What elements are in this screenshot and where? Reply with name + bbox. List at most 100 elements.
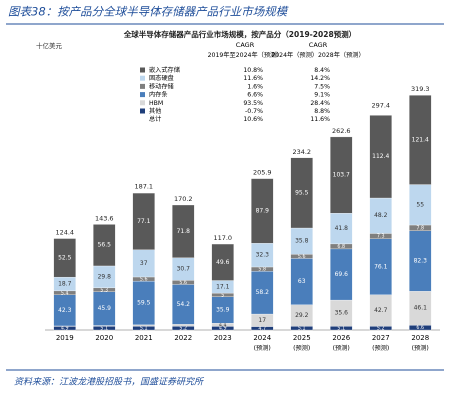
segment-label: 48.2	[374, 212, 388, 219]
segment-label: 52.5	[58, 254, 72, 261]
segment-label: 6.6	[416, 325, 424, 331]
legend-swatch	[140, 109, 145, 114]
segment-label: 55	[416, 201, 424, 208]
segment-label: 103.7	[333, 172, 350, 179]
cagr-value: 14.2%	[310, 75, 330, 82]
legend-label: 其他	[149, 107, 161, 115]
x-tick-label: 2022	[174, 334, 192, 342]
segment-label: 87.9	[256, 207, 270, 214]
total-label: 234.2	[292, 148, 311, 156]
segment-label: 35.8	[295, 238, 309, 245]
legend-swatch	[140, 92, 145, 97]
cagr-value: 7.5%	[314, 83, 330, 90]
segment-label: 5	[221, 292, 224, 298]
segment-label: 69.6	[335, 271, 349, 278]
bar-segment	[133, 325, 155, 326]
total-label: 143.6	[95, 214, 114, 222]
chart-title: 全球半导体存储器产品行业市场规模，按产品分（2019-2028预测）	[123, 29, 356, 39]
segment-label: 5.2	[377, 326, 385, 332]
legend-label: 总计	[149, 115, 161, 123]
segment-label: 42.3	[58, 307, 72, 314]
total-label: 170.2	[174, 195, 193, 203]
segment-label: 5.3	[100, 287, 108, 293]
segment-label: 59.5	[137, 299, 151, 306]
segment-label: 63	[298, 278, 306, 285]
x-sub-label: (预测)	[333, 344, 350, 352]
total-label: 205.9	[253, 169, 272, 177]
legend-label: 移动存储	[149, 82, 174, 90]
x-tick-label: 2021	[135, 334, 153, 342]
x-tick-label: 2028	[411, 334, 429, 342]
cagr-title: CAGR	[236, 41, 255, 49]
unit: 十亿美元	[36, 41, 63, 50]
source: 资料来源：江波龙港股招股书，国盛证券研究所	[14, 377, 205, 388]
cagr-value: 10.6%	[243, 116, 263, 123]
total-label: 124.4	[55, 229, 74, 237]
legend-label: HBM	[149, 100, 163, 107]
cagr-header: 2024年（预测）2028年（预测）	[271, 51, 364, 59]
segment-label: 42.7	[374, 307, 388, 314]
segment-label: 54.2	[177, 301, 191, 308]
cagr-value: 28.4%	[310, 100, 330, 107]
total-label: 319.3	[411, 85, 430, 93]
x-sub-label: (预测)	[412, 344, 429, 352]
segment-label: 121.4	[412, 136, 429, 143]
segment-label: 35.9	[216, 306, 230, 313]
cagr-value: -0.7%	[245, 108, 263, 115]
segment-label: 5.1	[337, 326, 345, 332]
segment-label: 76.1	[374, 263, 388, 270]
legend-swatch	[140, 100, 145, 105]
cagr-value: 10.8%	[243, 67, 263, 74]
segment-label: 7.8	[416, 225, 424, 231]
segment-label: 5.8	[258, 267, 266, 273]
segment-label: 17	[258, 317, 266, 324]
total-label: 297.4	[371, 101, 390, 109]
total-label: 262.6	[332, 127, 351, 135]
segment-label: 5.6	[179, 280, 187, 286]
segment-label: 5.6	[140, 277, 148, 283]
x-tick-label: 2026	[332, 334, 350, 342]
segment-label: 82.3	[414, 257, 428, 264]
cagr-value: 9.1%	[314, 92, 330, 99]
cagr-value: 1.6%	[247, 83, 263, 90]
x-tick-label: 2020	[95, 334, 113, 342]
segment-label: 77.1	[137, 218, 151, 225]
segment-label: 5.1	[298, 326, 306, 332]
cagr-value: 6.6%	[247, 92, 263, 99]
segment-label: 17.1	[216, 283, 230, 290]
total-label: 187.1	[134, 182, 153, 190]
segment-label: 71.8	[177, 228, 191, 235]
total-label: 117.0	[213, 234, 232, 242]
legend-label: 嵌入式存储	[149, 66, 180, 74]
legend-swatch	[140, 84, 145, 89]
segment-label: 56.5	[98, 242, 112, 249]
segment-label: 46.1	[414, 305, 428, 312]
segment-label: 45.9	[98, 305, 112, 312]
cagr-value: 8.4%	[314, 67, 330, 74]
segment-label: 58.2	[256, 289, 270, 296]
segment-label: 18.7	[58, 281, 72, 288]
segment-label: 30.7	[177, 266, 191, 273]
segment-label: 5.2	[179, 326, 187, 332]
segment-label: 41.8	[335, 225, 349, 232]
x-tick-label: 2024	[253, 334, 271, 342]
segment-label: 5.6	[298, 254, 306, 260]
segment-label: 112.4	[372, 153, 389, 160]
segment-label: 29.2	[295, 312, 309, 319]
x-tick-label: 2027	[372, 334, 390, 342]
segment-label: 37	[140, 260, 148, 267]
segment-label: 49.6	[216, 259, 230, 266]
segment-label: 32.3	[256, 252, 270, 259]
x-tick-label: 2025	[293, 334, 311, 342]
x-tick-label: 2023	[214, 334, 232, 342]
legend-label: 内存条	[149, 91, 168, 99]
legend-swatch	[140, 68, 145, 73]
segment-label: 5.4	[61, 290, 69, 296]
x-tick-label: 2019	[56, 334, 74, 342]
segment-label: 35.6	[335, 310, 349, 317]
segment-label: 5.1	[140, 326, 148, 332]
segment-label: 95.5	[295, 189, 309, 196]
segment-label: 6.8	[337, 244, 345, 250]
cagr-value: 11.6%	[310, 116, 330, 123]
